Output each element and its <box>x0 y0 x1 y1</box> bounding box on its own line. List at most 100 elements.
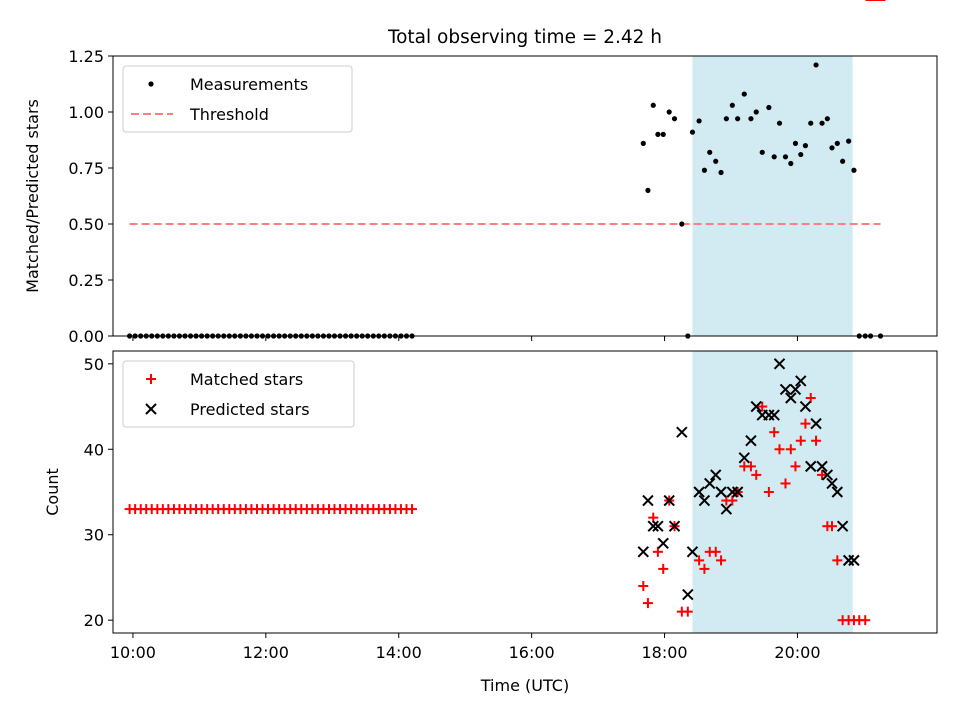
matched-star-point <box>658 563 669 574</box>
predicted-star-point <box>676 426 688 438</box>
legend-count: Matched stars Predicted stars <box>122 360 355 428</box>
predicted-star-point <box>799 400 812 413</box>
measurement-point <box>771 154 777 160</box>
measurement-point <box>650 102 656 108</box>
legend-label: Measurements <box>190 75 308 94</box>
predicted-star-point <box>779 383 792 396</box>
matched-star-point <box>757 401 768 412</box>
matched-star-point <box>795 435 806 446</box>
y-tick-label: 20 <box>84 611 104 630</box>
ratio-panel: 0.00 0.25 0.50 0.75 1.00 1.25 Matched/Predicte… <box>23 47 938 346</box>
measurement-point <box>729 102 735 108</box>
x-tick-label: 20:00 <box>774 643 820 662</box>
predicted-star-point <box>831 486 844 498</box>
predicted-star-point <box>745 435 757 447</box>
predicted-star-point <box>805 460 817 473</box>
matched-star-point <box>805 393 816 403</box>
axes-frame <box>112 55 938 337</box>
matched-star-point <box>769 427 780 438</box>
predicted-star-point <box>682 588 694 601</box>
predicted-star-point <box>810 417 822 430</box>
matched-star-point <box>745 461 756 472</box>
predicted-star-point <box>647 520 659 532</box>
legend-predicted-marker <box>145 403 157 415</box>
marker-stroke <box>682 588 694 601</box>
y-tick-label: 1.00 <box>68 103 104 122</box>
marker-stroke <box>768 409 780 421</box>
matched-star-point <box>811 435 822 446</box>
marker-stroke <box>704 477 716 490</box>
marker-stroke <box>785 392 797 404</box>
matched-star-point <box>699 563 710 574</box>
marker-stroke <box>779 383 792 396</box>
legend-box <box>122 360 355 428</box>
x-axis-label: Time (UTC) <box>480 676 569 695</box>
matched-star-point <box>860 615 871 626</box>
axes-frame <box>112 350 938 634</box>
predicted-star-point <box>785 392 797 404</box>
x-tick-label: 10:00 <box>110 643 156 662</box>
measurement-point <box>640 140 646 146</box>
measurement-point <box>723 116 729 122</box>
predicted-star-point <box>642 494 654 507</box>
y-axis-label: Count <box>43 468 62 516</box>
measurement-point <box>713 158 719 164</box>
measurement-point <box>718 169 724 176</box>
measurement-point <box>696 118 702 124</box>
y-tick-label: 30 <box>84 526 104 545</box>
measurement-point <box>689 129 696 135</box>
measurement-point <box>829 145 835 151</box>
predicted-star-point <box>821 469 834 481</box>
predicted-star-point <box>773 358 786 370</box>
predicted-star-point <box>710 469 722 481</box>
measurement-point <box>798 151 804 158</box>
measurement-point <box>788 160 794 167</box>
measurement-point <box>679 221 685 227</box>
measurement-point <box>707 149 713 155</box>
matched-star-point <box>710 546 721 557</box>
matched-star-point <box>832 555 843 566</box>
predicted-star-point <box>738 452 750 464</box>
matched-star-point <box>774 444 785 455</box>
marker-stroke <box>738 452 750 464</box>
y-tick-label: 40 <box>84 440 104 459</box>
predicted-star-point <box>836 520 849 532</box>
measurement-point <box>766 104 772 111</box>
legend-label: Matched stars <box>190 370 303 389</box>
predicted-star-point <box>795 375 807 387</box>
predicted-star-point <box>698 494 711 507</box>
y-tick-label: 50 <box>84 355 104 374</box>
marker-stroke <box>647 520 659 532</box>
marker-stroke <box>745 435 757 447</box>
marker-stroke <box>848 554 860 567</box>
measurement-point <box>753 109 759 115</box>
measurement-point <box>802 143 809 149</box>
marker-stroke <box>145 403 157 415</box>
x-tick-label: 12:00 <box>243 643 289 662</box>
marker-stroke <box>637 546 649 558</box>
matched-star-point <box>694 555 705 566</box>
measurement-point <box>792 140 799 146</box>
marker-stroke <box>698 494 711 507</box>
predicted-star-point <box>816 460 828 473</box>
marker-stroke <box>789 383 802 396</box>
matched-star-point <box>817 469 828 480</box>
matched-star-point <box>800 418 811 429</box>
legend-label: Threshold <box>189 105 269 124</box>
marker-stroke <box>831 486 844 498</box>
marker-stroke <box>750 400 762 413</box>
legend-measurement-marker <box>148 81 154 87</box>
y-tick-label: 0.25 <box>68 271 104 290</box>
matched-star-point <box>716 555 727 566</box>
predicted-star-point <box>657 537 669 549</box>
measurement-point <box>808 120 814 126</box>
predicted-star-point <box>663 494 675 507</box>
measurement-point <box>671 116 678 122</box>
marker-stroke <box>652 520 664 532</box>
marker-stroke <box>642 494 654 507</box>
predicted-star-point <box>789 383 802 396</box>
matched-star-point <box>642 598 653 609</box>
matched-star-point <box>790 461 801 472</box>
marker-stroke <box>710 469 722 481</box>
measurement-point <box>834 140 840 146</box>
